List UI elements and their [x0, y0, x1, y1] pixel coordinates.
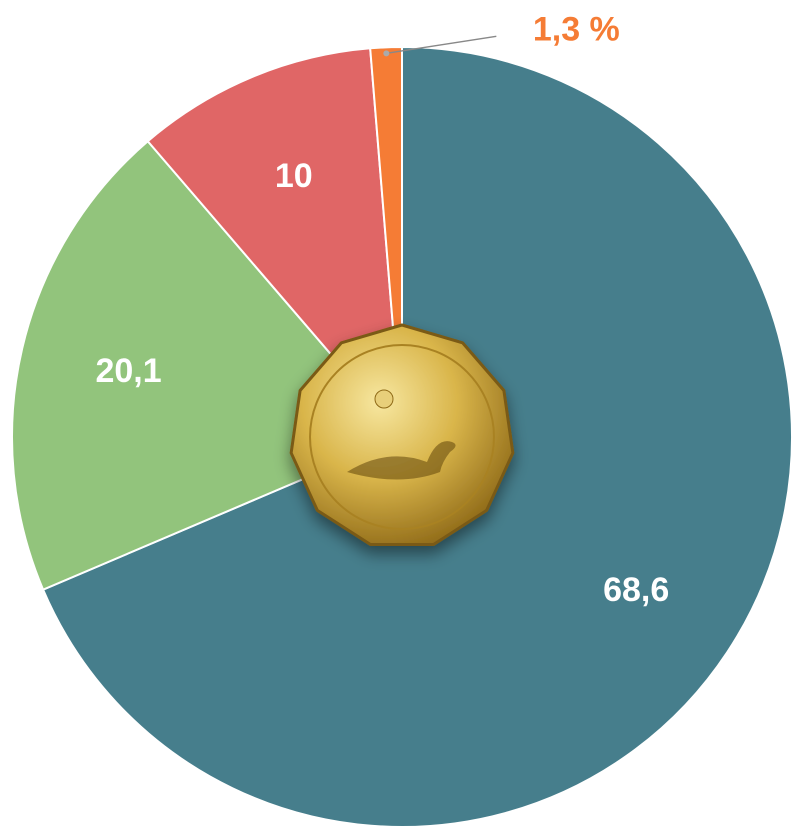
leader-dot [383, 50, 389, 56]
coin-leaf [375, 390, 393, 408]
data-label: 1,3 % [533, 10, 620, 48]
data-label: 10 [275, 157, 313, 195]
page: 68,620,1101,3 % (() => { const data = JS… [0, 0, 794, 827]
data-label: 68,6 [603, 571, 669, 609]
chart: 68,6 20,1 10 1,3 % [0, 0, 794, 827]
data-label: 20,1 [95, 352, 161, 390]
